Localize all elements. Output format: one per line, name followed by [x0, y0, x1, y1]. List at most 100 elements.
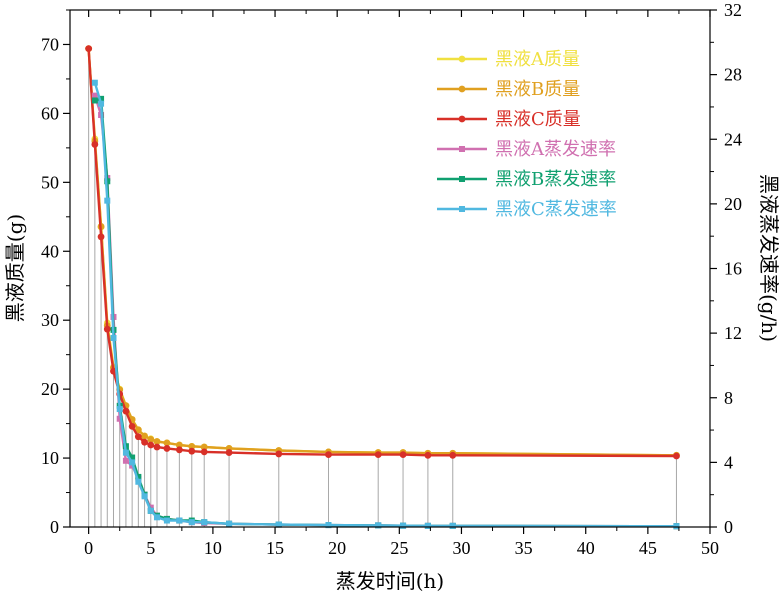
data-point	[325, 451, 332, 459]
x-tick-label: 50	[701, 538, 719, 558]
series-line	[94, 97, 677, 528]
data-point	[153, 438, 161, 445]
legend-label: 黑液B质量	[495, 79, 580, 100]
legend-marker	[458, 115, 466, 123]
y-left-tick-label: 10	[41, 448, 59, 468]
data-point	[91, 97, 98, 104]
data-point	[153, 514, 160, 521]
data-point	[424, 522, 431, 529]
legend-label: 黑液C质量	[495, 109, 581, 130]
x-tick-label: 15	[266, 538, 284, 558]
x-tick-label: 35	[515, 538, 533, 558]
data-point	[98, 100, 105, 107]
data-point	[110, 334, 117, 341]
data-point	[141, 493, 148, 500]
legend-label: 黑液C蒸发速率	[495, 199, 617, 220]
data-point	[188, 519, 195, 526]
data-point	[122, 407, 130, 415]
data-point	[225, 449, 233, 456]
data-point	[135, 478, 142, 485]
data-point	[141, 432, 148, 440]
y-right-tick-label: 16	[724, 259, 742, 279]
legend-marker	[459, 146, 465, 152]
data-point	[673, 452, 680, 460]
data-point	[141, 438, 148, 446]
y-left-axis-title: 黑液质量(g)	[3, 214, 27, 322]
data-point	[449, 451, 457, 459]
legend-marker	[459, 206, 465, 212]
data-point	[98, 95, 105, 102]
data-point	[147, 441, 155, 449]
y-right-tick-label: 32	[724, 0, 742, 20]
data-point	[147, 436, 155, 443]
data-point	[135, 473, 142, 480]
x-tick-label: 30	[452, 538, 470, 558]
legend-marker	[458, 85, 466, 93]
data-point	[325, 522, 332, 529]
data-point	[85, 45, 93, 53]
y-right-tick-label: 12	[724, 323, 742, 343]
data-point	[104, 197, 111, 204]
legend-label: 黑液A蒸发速率	[495, 139, 616, 160]
y-right-tick-label: 28	[724, 65, 742, 85]
x-tick-label: 25	[390, 538, 408, 558]
data-point	[374, 451, 382, 459]
y-left-tick-label: 30	[41, 310, 59, 330]
data-point	[673, 523, 680, 530]
data-point	[104, 178, 111, 185]
data-point	[134, 433, 142, 441]
y-left-tick-label: 60	[41, 103, 59, 123]
data-point	[176, 517, 183, 524]
data-point	[163, 439, 171, 447]
data-point	[175, 441, 183, 449]
data-point	[175, 446, 183, 454]
y-left-tick-label: 40	[41, 241, 59, 261]
data-point	[200, 443, 208, 451]
x-tick-label: 10	[204, 538, 222, 558]
data-point	[188, 442, 196, 450]
data-point	[424, 451, 432, 459]
axes-layer: 0 5 10 15 20 25 30 35 40 45 5001020304050607004812…	[41, 0, 742, 558]
series-layer	[85, 45, 680, 530]
legend-marker	[459, 176, 465, 182]
x-axis-title: 蒸发时间(h)	[336, 569, 445, 593]
legend-label: 黑液B蒸发速率	[495, 169, 616, 190]
legend-marker	[458, 55, 466, 63]
data-point	[375, 522, 382, 529]
data-point	[226, 520, 233, 527]
data-point	[91, 141, 99, 148]
y-right-tick-label: 24	[724, 129, 742, 149]
data-point	[134, 426, 142, 434]
data-point	[188, 447, 196, 455]
data-point	[153, 443, 161, 451]
data-point	[201, 519, 208, 526]
series-line	[87, 48, 677, 457]
y-right-tick-label: 0	[724, 517, 733, 537]
data-point	[91, 79, 98, 86]
data-point	[122, 457, 129, 464]
x-tick-label: 5	[146, 538, 155, 558]
data-point	[275, 450, 283, 458]
data-point	[275, 521, 282, 528]
data-point	[163, 517, 170, 524]
data-point	[400, 522, 407, 529]
y-left-tick-label: 70	[41, 34, 59, 54]
y-left-tick-label: 0	[50, 517, 59, 537]
data-point	[129, 454, 136, 461]
x-tick-label: 45	[639, 538, 657, 558]
data-point	[200, 448, 208, 456]
data-point	[129, 459, 136, 466]
data-point	[116, 415, 123, 422]
y-right-axis-title: 黑液蒸发速率(g/h)	[757, 174, 781, 342]
data-point	[122, 449, 129, 456]
data-point	[97, 233, 105, 241]
series-line	[93, 95, 677, 528]
x-tick-label: 20	[328, 538, 346, 558]
y-right-tick-label: 4	[724, 452, 733, 472]
y-right-tick-label: 8	[724, 388, 733, 408]
data-point	[103, 325, 111, 333]
legend-label: 黑液A质量	[495, 49, 580, 70]
series-line	[87, 48, 677, 458]
